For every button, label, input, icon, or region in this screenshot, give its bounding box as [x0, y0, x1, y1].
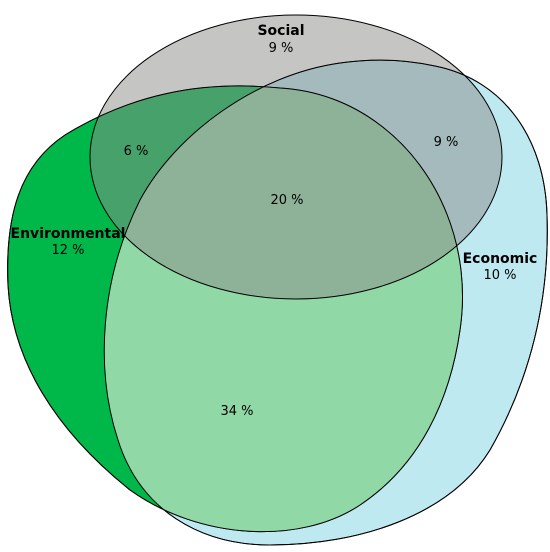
- environmental-label: Environmental: [11, 226, 126, 242]
- social-value: 9 %: [269, 41, 294, 56]
- environmental-economic-value: 34 %: [220, 404, 253, 419]
- economic-value: 10 %: [483, 268, 516, 283]
- environmental-set-outline: [7, 85, 463, 533]
- social-economic-value: 9 %: [434, 135, 459, 150]
- economic-label: Economic: [463, 251, 538, 267]
- social-label: Social: [257, 23, 304, 39]
- all-three-value: 20 %: [270, 193, 303, 208]
- social-environmental-value: 6 %: [124, 144, 149, 159]
- social-set-shape: [90, 15, 502, 299]
- economic-set-outline: [103, 59, 548, 546]
- environmental-value: 12 %: [51, 243, 84, 258]
- social-set-outline: [89, 14, 503, 300]
